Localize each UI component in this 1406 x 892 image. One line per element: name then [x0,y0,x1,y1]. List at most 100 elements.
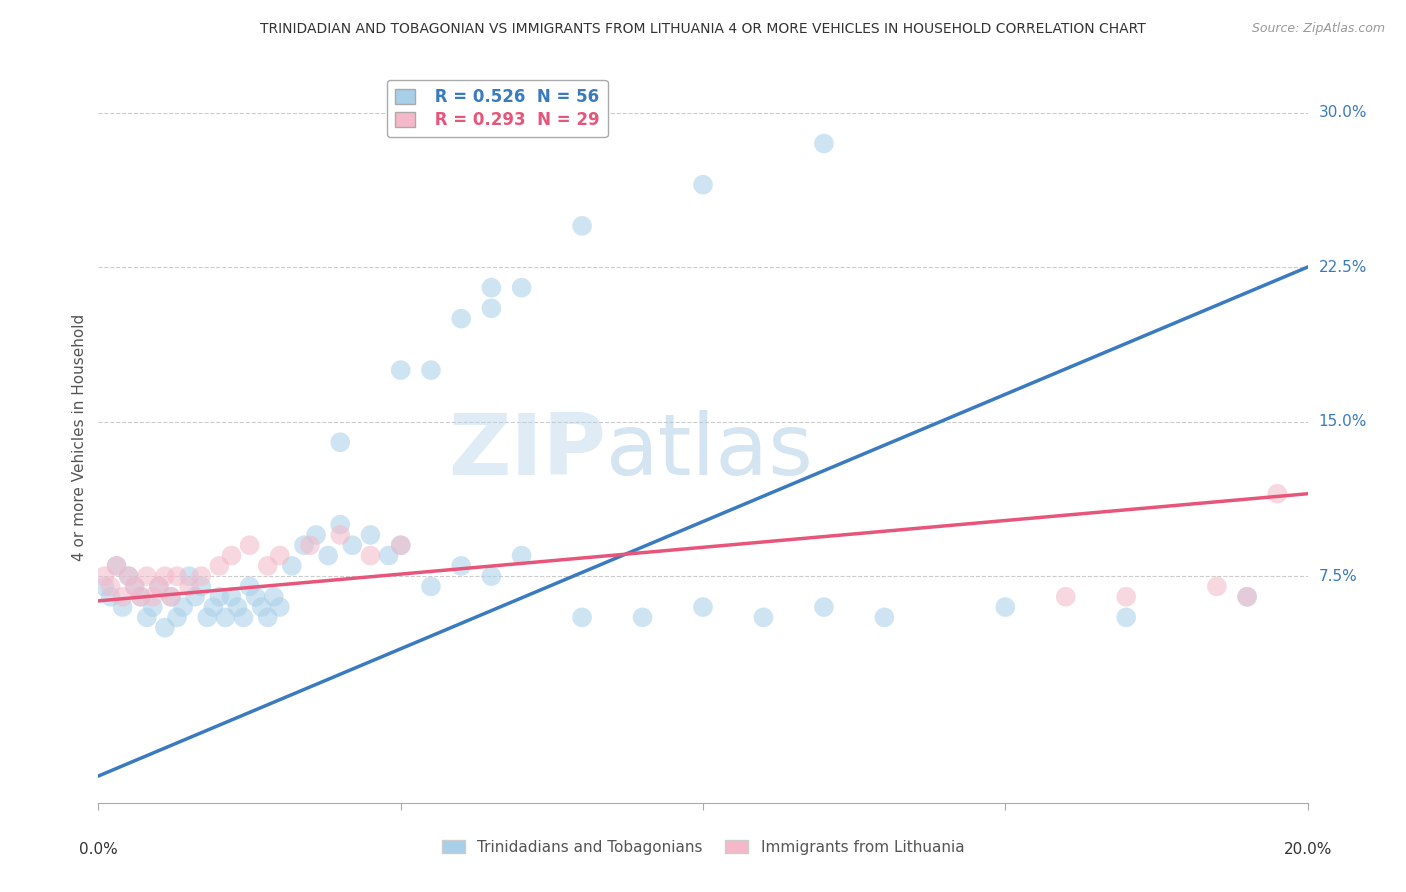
Point [813,136,835,151]
Point [93,569,115,583]
Point [221,549,243,563]
Point [389,538,412,552]
Point [100,579,122,593]
Point [329,528,352,542]
Point [481,301,503,316]
Point [142,600,165,615]
Point [1115,610,1137,624]
Point [221,590,243,604]
Point [510,549,533,563]
Point [329,517,352,532]
Point [129,590,152,604]
Point [692,178,714,192]
Text: atlas: atlas [606,410,814,493]
Point [184,590,207,604]
Point [208,590,231,604]
Point [245,590,267,604]
Point [226,600,249,615]
Point [631,610,654,624]
Point [420,363,443,377]
Point [105,558,128,573]
Point [377,549,399,563]
Point [1054,590,1077,604]
Point [135,610,157,624]
Point [292,538,315,552]
Point [142,590,165,604]
Point [179,579,201,593]
Text: 22.5%: 22.5% [1319,260,1367,275]
Point [250,600,273,615]
Point [124,579,146,593]
Text: 30.0%: 30.0% [1319,105,1367,120]
Point [873,610,896,624]
Point [190,569,212,583]
Point [269,600,291,615]
Point [100,590,122,604]
Point [692,600,714,615]
Point [256,610,278,624]
Point [105,558,128,573]
Legend: Trinidadians and Tobagonians, Immigrants from Lithuania: Trinidadians and Tobagonians, Immigrants… [436,834,970,861]
Point [160,590,183,604]
Point [118,569,141,583]
Point [360,549,382,563]
Y-axis label: 4 or more Vehicles in Household: 4 or more Vehicles in Household [72,313,87,561]
Point [166,610,188,624]
Point [111,600,134,615]
Point [389,538,412,552]
Point [1236,590,1258,604]
Point [281,558,304,573]
Point [481,281,503,295]
Point [166,569,188,583]
Point [208,558,231,573]
Point [1267,487,1289,501]
Point [202,600,225,615]
Point [93,579,115,593]
Point [450,311,472,326]
Point [571,610,593,624]
Point [1206,579,1229,593]
Point [389,363,412,377]
Point [214,610,236,624]
Point [256,558,278,573]
Point [160,590,183,604]
Text: Source: ZipAtlas.com: Source: ZipAtlas.com [1251,22,1385,36]
Text: 20.0%: 20.0% [1284,842,1331,856]
Point [148,579,170,593]
Text: 7.5%: 7.5% [1319,569,1357,583]
Point [813,600,835,615]
Text: TRINIDADIAN AND TOBAGONIAN VS IMMIGRANTS FROM LITHUANIA 4 OR MORE VEHICLES IN HO: TRINIDADIAN AND TOBAGONIAN VS IMMIGRANTS… [260,22,1146,37]
Point [129,590,152,604]
Point [111,590,134,604]
Point [329,435,352,450]
Point [360,528,382,542]
Point [269,549,291,563]
Point [263,590,285,604]
Point [135,569,157,583]
Point [179,569,201,583]
Text: 15.0%: 15.0% [1319,414,1367,429]
Point [481,569,503,583]
Point [305,528,328,542]
Point [510,281,533,295]
Point [316,549,339,563]
Point [239,538,262,552]
Point [172,600,194,615]
Point [1236,590,1258,604]
Point [153,569,176,583]
Point [148,579,170,593]
Point [1115,590,1137,604]
Point [232,610,254,624]
Point [195,610,218,624]
Point [342,538,364,552]
Point [994,600,1017,615]
Text: 0.0%: 0.0% [79,842,118,856]
Point [420,579,443,593]
Point [299,538,322,552]
Point [124,579,146,593]
Point [153,621,176,635]
Point [239,579,262,593]
Point [571,219,593,233]
Point [190,579,212,593]
Point [450,558,472,573]
